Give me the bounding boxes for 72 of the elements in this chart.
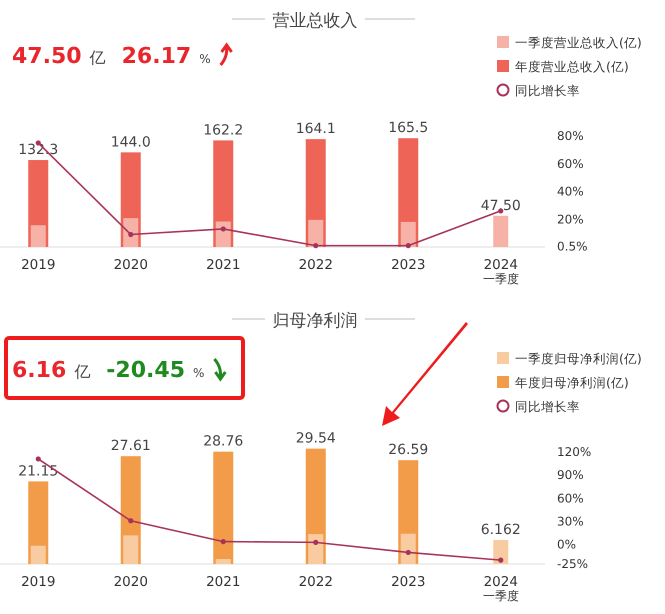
data-label: 29.54 [296, 430, 336, 447]
chart-title: 归母净利润 [272, 311, 358, 331]
data-label: 144.0 [110, 134, 151, 150]
legend-label: 年度归母净利润(亿) [515, 375, 629, 390]
point [220, 539, 226, 544]
text: 亿 [73, 362, 90, 381]
bar [493, 216, 508, 247]
y2-tick-label: 60% [557, 156, 584, 171]
text: % [193, 366, 204, 380]
text: 47.50 [12, 44, 82, 69]
x-tick-label: 2019 [21, 574, 56, 590]
x-tick-label: 2019 [21, 257, 56, 273]
legend-label: 一季度营业总收入(亿) [515, 35, 642, 50]
data-label: 165.5 [388, 120, 428, 136]
bar [308, 534, 324, 564]
x-tick-label: 2021 [206, 257, 240, 273]
legend-label: 同比增长率 [515, 399, 580, 414]
data-label: 28.76 [203, 434, 244, 450]
data-label: 6.162 [480, 522, 521, 538]
data-label: 162.2 [203, 122, 244, 138]
x-tick-label: 2020 [114, 257, 148, 273]
text: 26.17 [122, 44, 192, 69]
point [36, 456, 41, 462]
y2-tick-label: 90% [557, 468, 584, 482]
y2-tick-label: 0.5% [557, 239, 588, 254]
point [220, 226, 226, 232]
x-tick-label: 2022 [298, 574, 333, 590]
bar [213, 452, 234, 564]
chart-title: 营业总收入 [272, 11, 358, 31]
x-tick-label: 2023 [391, 257, 426, 273]
text: -20.45 [106, 358, 185, 383]
bar [30, 546, 46, 564]
text: 6.16 [12, 358, 66, 383]
text: % [199, 52, 211, 66]
legend-label: 年度营业总收入(亿) [515, 59, 629, 74]
y2-tick-label: 30% [557, 514, 584, 529]
bar [308, 220, 324, 247]
text: 亿 [88, 48, 106, 67]
bar [400, 222, 416, 247]
data-label: 47.50 [480, 198, 521, 214]
data-label: 164.1 [296, 121, 336, 138]
x-tick-label: 2022 [298, 257, 333, 273]
y2-tick-label: 0% [557, 538, 576, 552]
point [313, 243, 318, 248]
x-tick-label: 2024 一季度 [482, 257, 519, 286]
y2-tick-label: -25% [557, 557, 588, 571]
y2-tick-label: 60% [557, 491, 584, 506]
point [313, 540, 318, 545]
legend-label: 一季度归母净利润(亿) [515, 351, 642, 366]
data-label: 27.61 [110, 438, 151, 454]
y2-tick-label: 20% [557, 212, 584, 226]
legend-label: 同比增长率 [515, 83, 580, 98]
bar [216, 221, 231, 247]
x-tick-label: 2021 [206, 574, 240, 590]
point [498, 558, 504, 563]
data-label: 26.59 [388, 442, 428, 458]
bar [493, 540, 508, 564]
point [406, 550, 411, 556]
point [406, 243, 411, 248]
bar [30, 225, 46, 247]
bar [400, 534, 416, 564]
point [128, 518, 134, 524]
y2-tick-label: 40% [557, 184, 584, 198]
x-tick-label: 2020 [114, 574, 148, 590]
y2-tick-label: 120% [557, 445, 592, 459]
point [128, 232, 134, 238]
bar [123, 535, 138, 564]
x-tick-label: 2023 [391, 574, 426, 590]
x-tick-label: 2024 一季度 [482, 574, 519, 603]
bar [123, 218, 138, 247]
y2-tick-label: 80% [557, 129, 584, 143]
bar [216, 559, 231, 564]
